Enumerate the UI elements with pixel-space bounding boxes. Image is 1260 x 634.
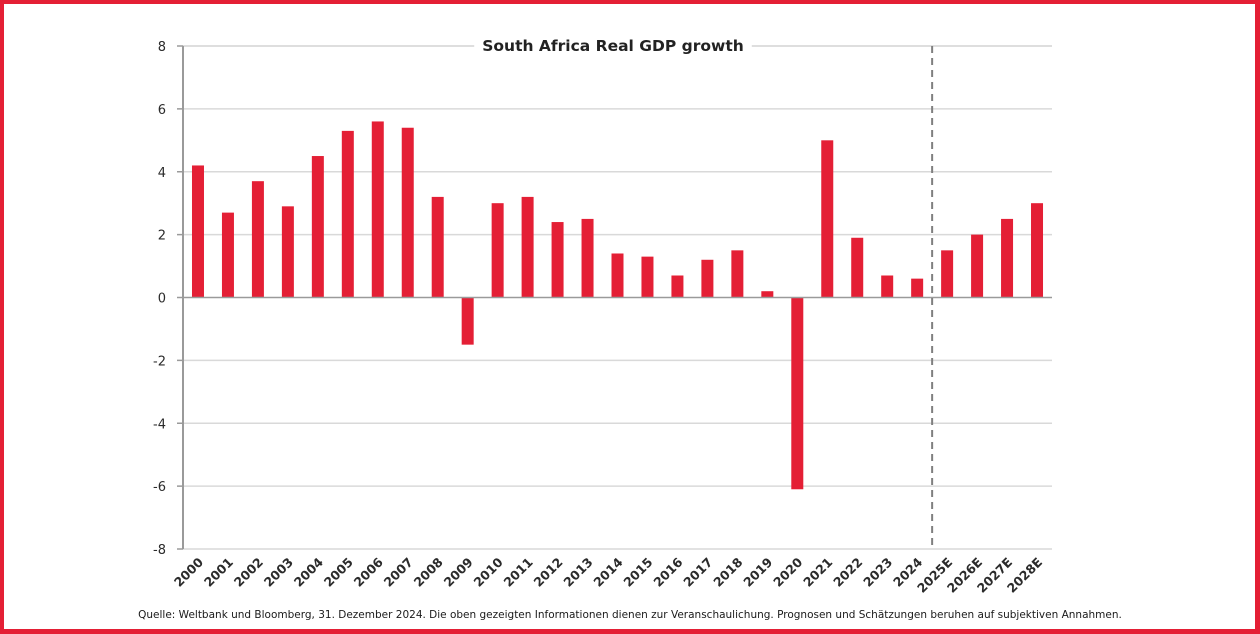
bar-2028E [1031, 203, 1044, 298]
bar-2006 [371, 121, 384, 298]
x-tick-labels: 2000200120022003200420052006200720082009… [171, 554, 1045, 595]
x-tick-label: 2022 [830, 555, 865, 590]
x-tick-label: 2021 [800, 555, 835, 590]
bar-2010 [491, 203, 504, 298]
bar-2022 [851, 237, 864, 298]
x-tick-label: 2017 [680, 555, 715, 590]
y-tick-label: 8 [158, 40, 166, 55]
bar-2012 [551, 222, 564, 298]
y-tick-label: -6 [153, 480, 166, 495]
x-tick-label: 2015 [620, 555, 655, 590]
y-tick-label: 0 [158, 292, 166, 307]
bar-2007 [401, 127, 414, 298]
bar-2008 [431, 196, 444, 298]
bar-2023 [881, 275, 894, 298]
bar-2027E [1001, 218, 1014, 298]
y-tick-label: -2 [153, 354, 166, 369]
x-tick-label: 2009 [441, 555, 476, 590]
x-tick-label: 2004 [291, 554, 326, 589]
bar-2014 [611, 253, 624, 298]
bar-2020 [791, 297, 804, 490]
bars [191, 121, 1044, 490]
y-tick-label: 2 [158, 229, 166, 244]
x-tick-label: 2016 [650, 554, 685, 589]
y-tick-labels: 8 6 4 2 0 -2 -4 -6 -8 [153, 40, 166, 558]
x-tick-label: 2010 [471, 554, 506, 589]
y-tick-label: -8 [153, 543, 166, 558]
x-tick-label: 2011 [501, 555, 536, 590]
x-tick-label: 2002 [231, 555, 266, 590]
x-tick-label: 2013 [560, 555, 595, 590]
bar-2026E [971, 234, 984, 298]
title-background [474, 37, 752, 55]
bar-2002 [251, 181, 264, 298]
x-tick-label: 2019 [740, 555, 775, 590]
bar-2013 [581, 218, 594, 298]
bar-2015 [641, 256, 654, 298]
bar-2021 [821, 140, 834, 298]
bar-2011 [521, 196, 534, 298]
axes [177, 45, 1052, 550]
x-tick-label: 2008 [411, 555, 446, 590]
bar-2003 [281, 206, 294, 298]
title-group: South Africa Real GDP growth [474, 37, 752, 55]
x-tick-label: 2012 [530, 555, 565, 590]
bar-2017 [701, 259, 714, 298]
x-tick-label: 2003 [261, 555, 296, 590]
y-tick-label: -4 [153, 417, 166, 432]
x-tick-label: 2014 [590, 554, 625, 589]
bar-2009 [461, 297, 474, 345]
bar-2004 [311, 156, 324, 298]
bar-2016 [671, 275, 684, 298]
y-tick-label: 4 [158, 166, 166, 181]
x-tick-label: 2020 [770, 554, 805, 589]
chart-title: South Africa Real GDP growth [482, 37, 744, 55]
gridlines [183, 45, 1052, 487]
bar-2024 [911, 278, 924, 298]
source-note: Quelle: Weltbank und Bloomberg, 31. Deze… [138, 609, 1122, 621]
bar-2025E [941, 250, 954, 298]
x-tick-label: 2023 [860, 555, 895, 590]
bar-2019 [761, 291, 774, 298]
bar-2000 [191, 165, 204, 298]
bar-2018 [731, 250, 744, 298]
x-tick-label: 2000 [171, 554, 206, 589]
x-tick-label: 2006 [351, 554, 386, 589]
x-tick-label: 2001 [201, 555, 236, 590]
x-tick-label: 2018 [710, 555, 745, 590]
y-tick-label: 6 [158, 103, 166, 118]
bar-2005 [341, 130, 354, 298]
bar-2001 [221, 212, 234, 298]
x-tick-label: 2005 [321, 555, 356, 590]
x-tick-label: 2007 [381, 555, 416, 590]
